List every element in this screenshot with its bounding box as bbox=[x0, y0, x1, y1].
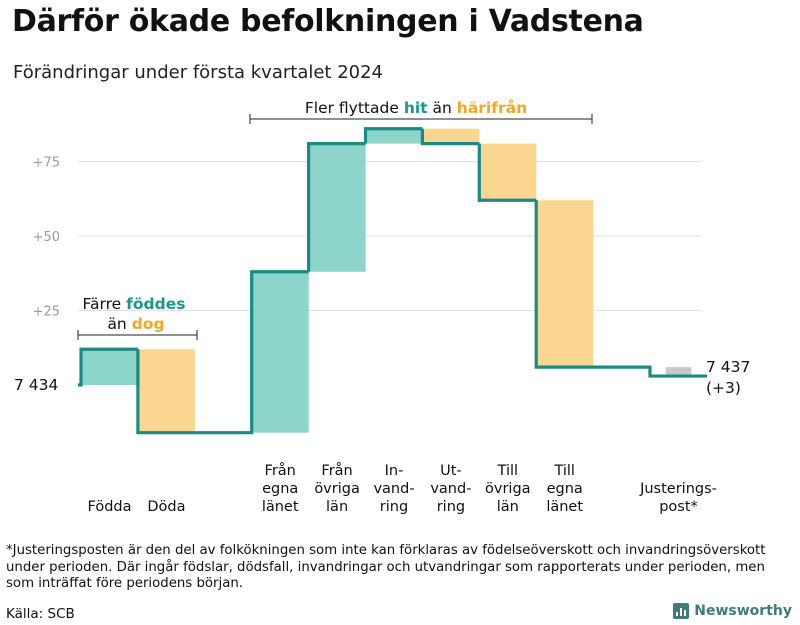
step-line bbox=[78, 127, 707, 435]
category-label-fodda: Födda bbox=[88, 499, 132, 515]
bar-utvandring bbox=[422, 128, 480, 144]
annotations: Färre föddes än dog Fler flyttade hit än… bbox=[77, 98, 593, 340]
chart-title: Därför ökade befolkningen i Vadstena bbox=[12, 4, 644, 39]
y-tick-label: +75 bbox=[33, 156, 60, 171]
bar-egna-lanet bbox=[251, 271, 309, 433]
brand-logo: Newsworthy bbox=[673, 603, 792, 619]
births-annotation-line1: Färre föddes bbox=[83, 295, 186, 313]
bar-invandring bbox=[365, 128, 423, 144]
bar-ovriga-lan bbox=[308, 143, 366, 272]
footnote: *Justeringsposten är den del av folkökni… bbox=[6, 543, 766, 591]
y-tick-labels: +25 +50 +75 bbox=[33, 156, 60, 320]
category-labels: Födda Döda Från egna länet Från övriga län In-va… bbox=[88, 462, 717, 515]
end-change-label: (+3) bbox=[706, 379, 741, 397]
category-label-till-egna: Till egna länet bbox=[546, 463, 583, 515]
category-label-justering: Justerings-post* bbox=[639, 481, 717, 515]
bar-till-egna bbox=[536, 200, 594, 368]
bar-till-ovriga bbox=[479, 143, 537, 201]
category-label-till-ovriga: Till övriga län bbox=[485, 463, 531, 515]
migration-annotation: Fler flyttade hit än härifrån bbox=[305, 98, 527, 117]
bars bbox=[81, 128, 692, 433]
category-label-ovriga-lan: Från övriga län bbox=[314, 462, 360, 515]
brand-name: Newsworthy bbox=[694, 603, 792, 619]
chart-logo-icon bbox=[673, 603, 690, 619]
bar-fodda bbox=[81, 349, 138, 385]
waterfall-chart: +25 +50 +75 Födda Döda Från egna länet Från övri… bbox=[14, 98, 750, 515]
category-label-invandring: In-vand-ring bbox=[373, 463, 414, 515]
category-label-utvandring: Ut-vand-ring bbox=[430, 463, 471, 515]
bar-justering bbox=[665, 367, 692, 377]
gridlines bbox=[78, 161, 702, 311]
y-tick-label: +50 bbox=[33, 230, 60, 245]
category-label-doda: Döda bbox=[147, 499, 185, 515]
end-value-label: 7 437 bbox=[706, 358, 750, 376]
source: Källa: SCB bbox=[6, 606, 75, 622]
start-value-label: 7 434 bbox=[14, 376, 58, 394]
chart-subtitle: Förändringar under första kvartalet 2024 bbox=[13, 62, 384, 83]
running-total-line bbox=[78, 127, 707, 435]
value-labels: 7 434 7 437 (+3) bbox=[14, 358, 750, 397]
y-tick-label: +25 bbox=[33, 305, 60, 320]
bar-doda bbox=[137, 349, 195, 433]
category-label-egna-lanet: Från egna länet bbox=[262, 462, 299, 515]
births-annotation-line2: än dog bbox=[107, 315, 164, 333]
